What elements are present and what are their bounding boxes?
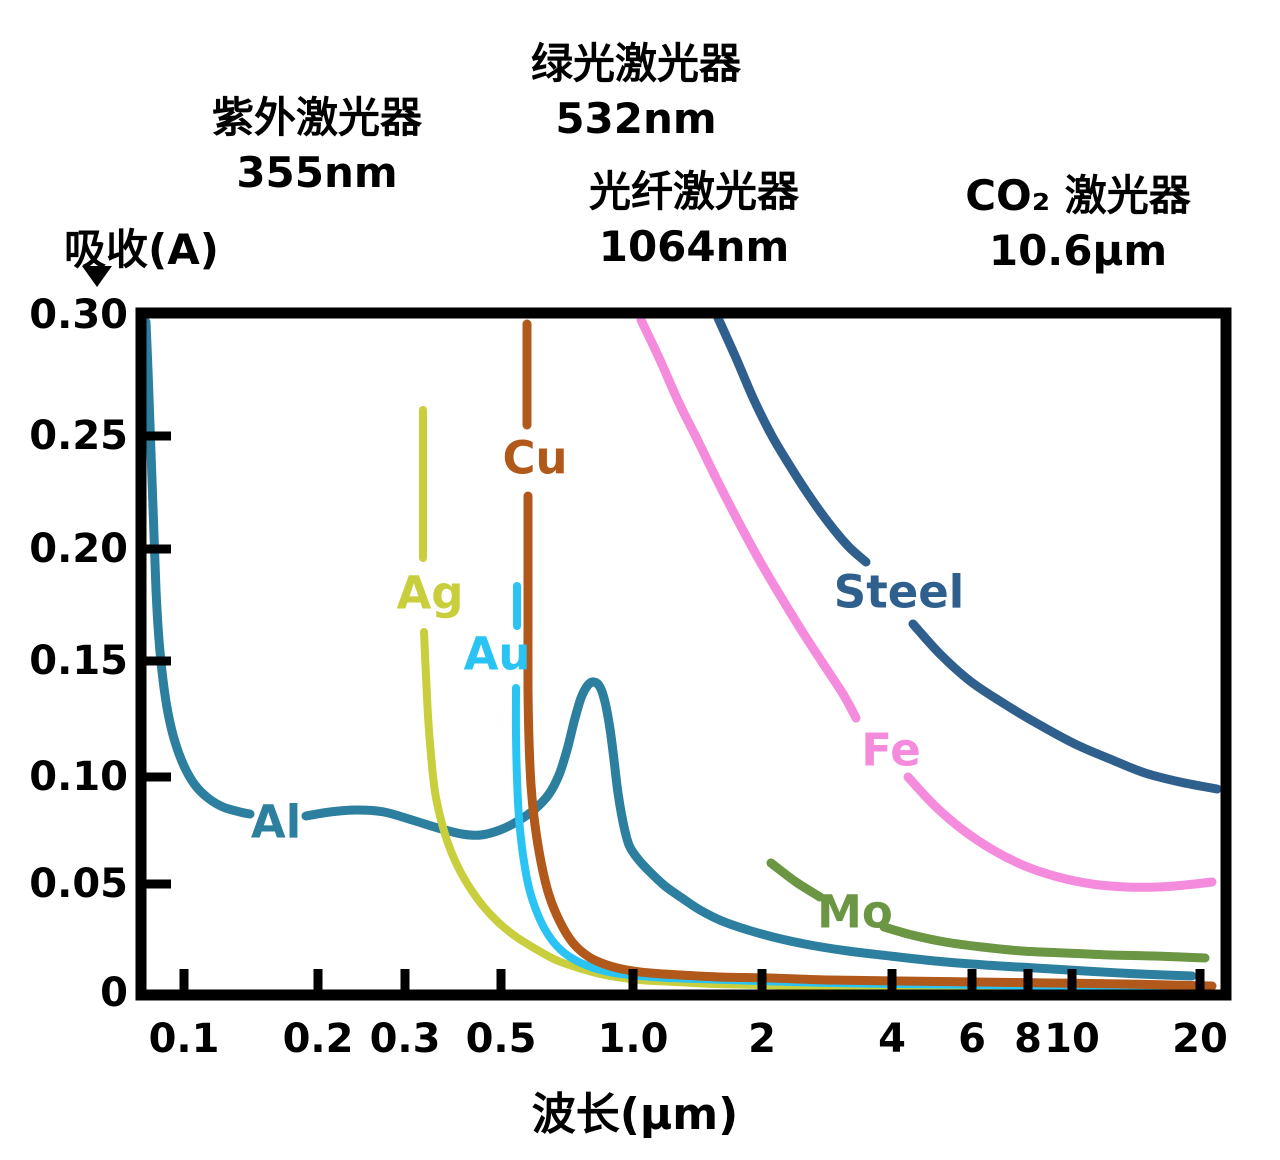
annotation-co2-laser-wavelength: 10.6μm (988, 226, 1168, 275)
curve-mo-segment-1 (766, 858, 825, 902)
plot-border (135, 307, 1232, 1001)
y-tick-label-0.30: 0.30 (29, 292, 128, 338)
x-axis-title: 波长(μm) (531, 1089, 739, 1140)
curve-steel-segment-2 (908, 619, 1222, 794)
series-label-ag: Ag (396, 566, 464, 620)
x-tick-label-20: 20 (1172, 1016, 1228, 1062)
annotation-co2-laser-name: CO₂ 激光器 (965, 171, 1191, 220)
annotation-green-laser-name: 绿光激光器 (530, 39, 741, 88)
y-axis-title: 吸收(A) (64, 225, 219, 274)
series-label-au: Au (463, 627, 531, 681)
annotation-uv-laser-name: 紫外激光器 (211, 93, 422, 142)
x-tick-label-10: 10 (1044, 1016, 1100, 1062)
series-label-cu: Cu (502, 431, 568, 485)
y-tick-label-0.15: 0.15 (29, 638, 128, 684)
annotation-green-laser: 绿光激光器 532nm (456, 36, 816, 146)
x-tick-label-4: 4 (878, 1016, 906, 1062)
annotation-green-laser-wavelength: 532nm (555, 94, 717, 143)
x-tick-label-0.2: 0.2 (282, 1016, 354, 1062)
series-label-fe: Fe (861, 723, 921, 777)
series-label-steel: Steel (833, 565, 965, 619)
x-tick-label-6: 6 (958, 1016, 986, 1062)
curve-al-segment-1 (141, 317, 255, 819)
y-tick-label-0.25: 0.25 (29, 413, 128, 459)
curve-cu-segment-2 (523, 491, 1217, 991)
series-label-mo: Mo (817, 885, 893, 939)
x-tick-label-0.5: 0.5 (465, 1016, 537, 1062)
annotation-co2-laser: CO₂ 激光器 10.6μm (898, 168, 1258, 278)
curve-al-segment-2 (301, 677, 1197, 981)
series-label-al: Al (250, 795, 302, 849)
curve-steel-segment-1 (713, 313, 871, 567)
y-tick-label-0.20: 0.20 (29, 526, 128, 572)
annotation-fiber-laser-wavelength: 1064nm (598, 222, 790, 271)
down-arrow-icon (82, 266, 112, 287)
curve-fe-segment-1 (636, 315, 861, 723)
curve-mo-segment-2 (879, 922, 1210, 963)
x-tick-label-0.1: 0.1 (148, 1016, 220, 1062)
x-tick-label-2: 2 (748, 1016, 776, 1062)
annotation-fiber-laser: 光纤激光器 1064nm (514, 164, 874, 274)
y-tick-label-0.10: 0.10 (29, 754, 128, 800)
annotation-fiber-laser-name: 光纤激光器 (588, 167, 799, 216)
curve-fe-segment-2 (903, 772, 1217, 892)
y-tick-label-0: 0 (100, 970, 128, 1016)
annotation-uv-laser: 紫外激光器 355nm (137, 90, 497, 200)
y-tick-label-0.05: 0.05 (29, 861, 128, 907)
x-tick-label-0.3: 0.3 (369, 1016, 441, 1062)
annotation-uv-laser-wavelength: 355nm (236, 148, 398, 197)
x-tick-label-1.0: 1.0 (597, 1016, 669, 1062)
curve-ag-segment-2 (420, 628, 1216, 996)
x-tick-label-8: 8 (1014, 1016, 1042, 1062)
